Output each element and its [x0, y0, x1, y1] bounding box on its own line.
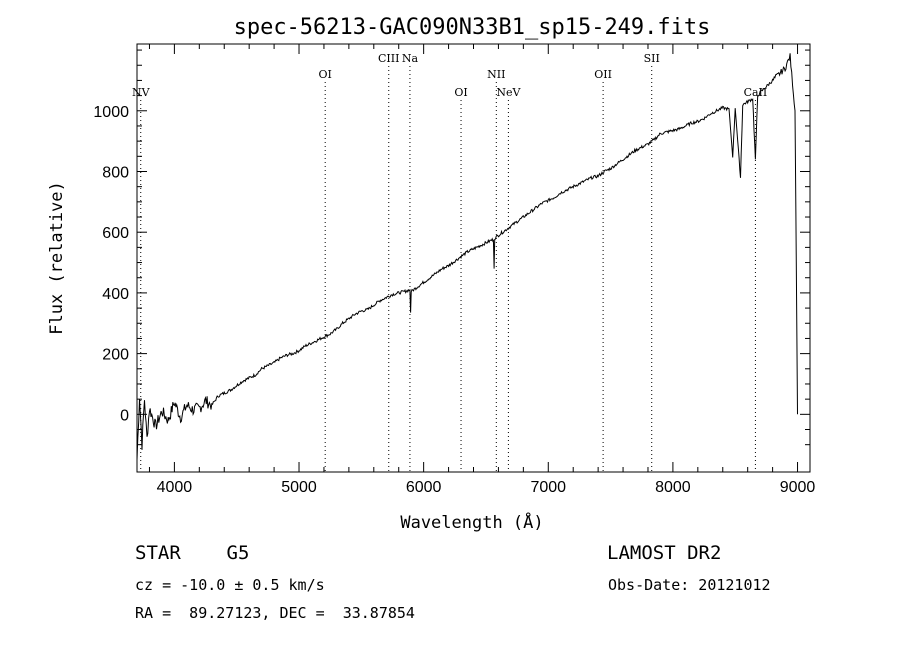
redshift-cz: cz = -10.0 ± 0.5 km/s — [135, 576, 325, 594]
x-tick-label: 7000 — [530, 479, 566, 496]
y-tick-label: 600 — [102, 225, 129, 242]
y-axis-label: Flux (relative) — [47, 181, 67, 335]
line-marker-label: OI — [319, 68, 332, 81]
axis-ticks: 4000 5000 6000 7000 8000 9000 0 200 400 600 800 100… — [93, 44, 815, 496]
chart-title: spec-56213-GAC090N33B1_sp15-249.fits — [234, 15, 711, 40]
x-tick-label: 5000 — [281, 479, 317, 496]
line-marker-label: OII — [594, 68, 612, 81]
y-tick-label: 800 — [102, 164, 129, 181]
line-marker-label: SII — [644, 52, 660, 65]
line-marker-label: CIII — [378, 52, 399, 65]
spectrum-line — [136, 53, 798, 461]
line-marker-label: NII — [487, 68, 505, 81]
x-tick-label: 9000 — [780, 479, 816, 496]
line-marker-label: NeV — [496, 86, 521, 99]
plot-frame — [136, 43, 811, 473]
line-marker-label: Na — [402, 52, 419, 65]
object-type: STAR G5 — [135, 542, 250, 564]
y-tick-label: 1000 — [93, 104, 129, 121]
y-tick-label: 200 — [102, 347, 129, 364]
line-marker-label: OI — [454, 86, 467, 99]
y-tick-label: 400 — [102, 286, 129, 303]
x-tick-label: 8000 — [655, 479, 691, 496]
x-tick-label: 6000 — [406, 479, 442, 496]
line-marker-label: CaII — [744, 86, 768, 99]
obs-date: Obs-Date: 20121012 — [608, 576, 771, 594]
survey-name: LAMOST DR2 — [607, 542, 722, 564]
y-tick-label: 0 — [120, 407, 129, 424]
line-marker-label: NV — [132, 86, 151, 99]
x-tick-label: 4000 — [157, 479, 193, 496]
ra-dec: RA = 89.27123, DEC = 33.87854 — [135, 604, 415, 622]
x-axis-label: Wavelength (Å) — [400, 511, 543, 533]
emission-line-markers: NV OI CIII Na OI NII NeV OII SII CaII — [132, 52, 767, 472]
